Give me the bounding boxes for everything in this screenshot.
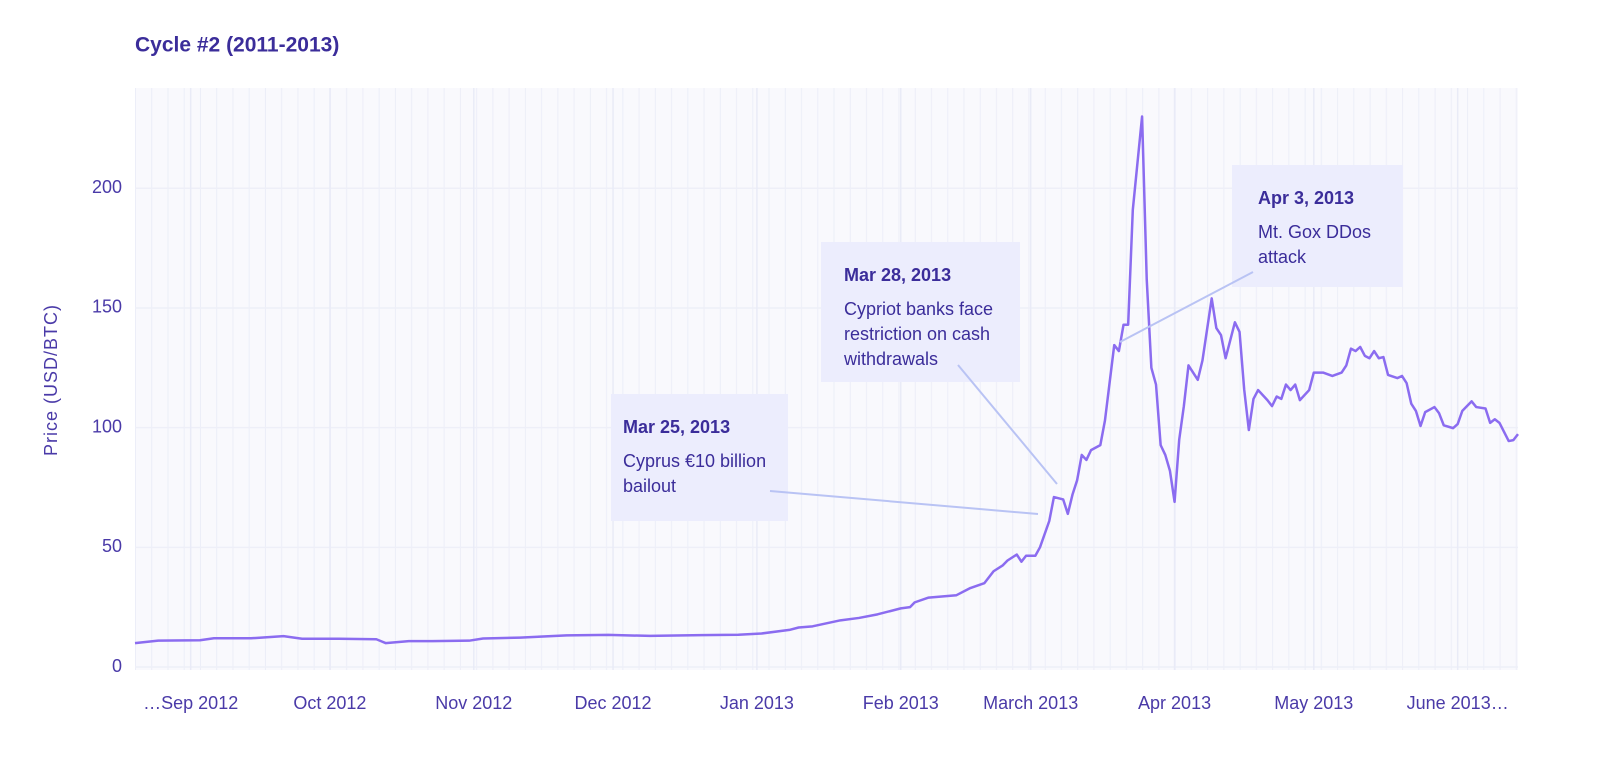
y-axis-label: Price (USD/BTC) [41,304,61,456]
annotation-text: Cypriot banks face [844,299,993,319]
annotation-text: Mt. Gox DDos [1258,222,1371,242]
price-line [134,115,1519,645]
y-tick-label: 100 [92,416,122,436]
x-tick-label: Nov 2012 [435,693,512,713]
annotation-leader [769,490,1039,515]
x-tick-label: March 2013 [983,693,1078,713]
y-tick-label: 0 [112,656,122,676]
annotation-text: Cyprus €10 billion [623,451,766,471]
annotation-leader [1119,271,1254,343]
annotation-box [611,394,788,521]
annotation-box [821,242,1020,382]
x-tick-label: …Sep 2012 [143,693,238,713]
x-tick-label: Feb 2013 [863,693,939,713]
x-tick-label: Jan 2013 [720,693,794,713]
x-tick-label: Dec 2012 [574,693,651,713]
annotation-text: bailout [623,476,676,496]
y-tick-label: 200 [92,177,122,197]
y-tick-label: 50 [102,536,122,556]
annotation-text: attack [1258,247,1307,267]
annotation-text: withdrawals [843,349,938,369]
y-tick-label: 150 [92,297,122,317]
annotation-box [1232,165,1403,287]
annotation-text: restriction on cash [844,324,990,344]
x-tick-label: Oct 2012 [293,693,366,713]
annotation-title: Apr 3, 2013 [1258,188,1354,208]
x-tick-label: June 2013… [1407,693,1509,713]
x-tick-label: May 2013 [1274,693,1353,713]
annotation-leader [957,364,1058,485]
annotation-title: Mar 25, 2013 [623,417,730,437]
chart-title: Cycle #2 (2011-2013) [135,34,339,57]
x-tick-label: Apr 2013 [1138,693,1211,713]
annotation-title: Mar 28, 2013 [844,265,951,285]
